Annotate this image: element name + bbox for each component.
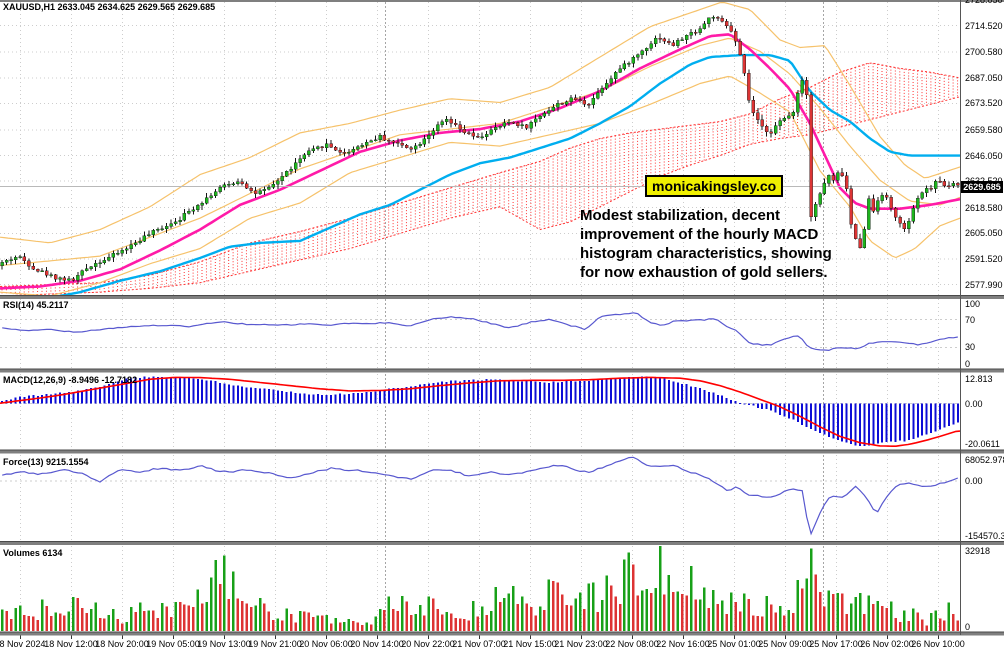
axis-tick-label: 2728.050 xyxy=(965,0,1003,6)
axis-tick-label: 2687.050 xyxy=(965,72,1003,83)
axis-tick-label: 2577.990 xyxy=(965,279,1003,290)
time-axis-label: 22 Nov 16:00 xyxy=(656,639,710,649)
time-axis-label: 21 Nov 07:00 xyxy=(452,639,506,649)
panel-separators xyxy=(0,0,1004,639)
annotation-line: improvement of the hourly MACD xyxy=(580,226,819,243)
axis-tick-label: 0 xyxy=(965,622,971,632)
axis-tick-label: 68052.9782 xyxy=(965,455,1004,465)
macd-panel xyxy=(0,376,960,448)
time-axis-label: 19 Nov 05:00 xyxy=(146,639,200,649)
grid-lines xyxy=(0,2,960,631)
volumes-panel-label: Volumes 6134 xyxy=(3,548,63,558)
axis-tick-label: 0 xyxy=(965,359,971,369)
annotation-line: histogram characteristics, showing xyxy=(580,245,832,262)
brand-badge: monicakingsley.co xyxy=(645,175,784,197)
axis-tick-label: -20.0611 xyxy=(965,439,1000,449)
axis-tick-label: 2714.520 xyxy=(965,20,1003,31)
axis-tick-label: 2591.520 xyxy=(965,253,1003,264)
axis-tick-label: 100 xyxy=(965,299,981,309)
time-axis-label: 19 Nov 21:00 xyxy=(248,639,302,649)
axis-tick-label: 2618.580 xyxy=(965,202,1003,213)
time-axis-label: 26 Nov 10:00 xyxy=(911,639,965,649)
macd-panel-label: MACD(12,26,9) -8.9496 -12.7182 xyxy=(3,375,138,385)
axis-tick-label: 2700.580 xyxy=(965,47,1003,58)
time-axis-label: 25 Nov 01:00 xyxy=(707,639,761,649)
axis-tick-label: 0.00 xyxy=(965,475,983,486)
axis-tick-label: 32918 xyxy=(965,546,991,556)
time-axis-label: 22 Nov 08:00 xyxy=(605,639,659,649)
time-axis-label: 18 Nov 2024 xyxy=(0,639,46,649)
rsi-panel-label: RSI(14) 45.2117 xyxy=(3,300,69,310)
axis-tick-label: 2632.520 xyxy=(965,176,1003,187)
current-price-tag: 2629.685 xyxy=(961,180,1003,193)
rsi-panel xyxy=(2,312,958,352)
axis-tick-label: 2659.580 xyxy=(965,124,1003,135)
annotation-line: Modest stabilization, decent xyxy=(580,207,781,224)
time-axis-label: 20 Nov 14:00 xyxy=(350,639,404,649)
volumes-panel xyxy=(0,546,960,631)
time-axis-label: 21 Nov 15:00 xyxy=(503,639,557,649)
candlesticks xyxy=(0,15,960,284)
time-axis-label: 26 Nov 02:00 xyxy=(860,639,914,649)
time-axis-label: 25 Nov 09:00 xyxy=(758,639,812,649)
main-price-panel xyxy=(0,2,960,295)
time-axis-label: 25 Nov 17:00 xyxy=(809,639,863,649)
time-axis-label: 20 Nov 06:00 xyxy=(299,639,353,649)
axis-tick-label: 12.813 xyxy=(965,374,993,384)
time-axis-label: 18 Nov 12:00 xyxy=(44,639,98,649)
time-axis-label: 21 Nov 23:00 xyxy=(554,639,608,649)
axis-tick-label: 0.00 xyxy=(965,398,983,409)
time-axis-label: 19 Nov 13:00 xyxy=(197,639,251,649)
annotation-line: for now exhaustion of gold sellers. xyxy=(580,264,828,281)
axis-tick-label: 2673.520 xyxy=(965,98,1003,109)
axis-tick-label: 30 xyxy=(965,342,976,353)
axis-tick-label: 2605.050 xyxy=(965,228,1003,239)
axis-tick-label: 70 xyxy=(965,314,976,325)
force-panel-label: Force(13) 9215.1554 xyxy=(3,457,89,467)
time-axis-label: 18 Nov 20:00 xyxy=(95,639,149,649)
force-panel xyxy=(2,456,959,536)
symbol-ohlc-title: XAUUSD,H1 2633.045 2634.625 2629.565 262… xyxy=(3,2,216,12)
axis-tick-label: 2646.050 xyxy=(965,150,1003,161)
time-axis-label: 20 Nov 22:00 xyxy=(401,639,455,649)
annotation-text: Modest stabilization, decent improvement… xyxy=(580,206,832,282)
axis-tick-label: -154570.39 xyxy=(965,531,1004,541)
